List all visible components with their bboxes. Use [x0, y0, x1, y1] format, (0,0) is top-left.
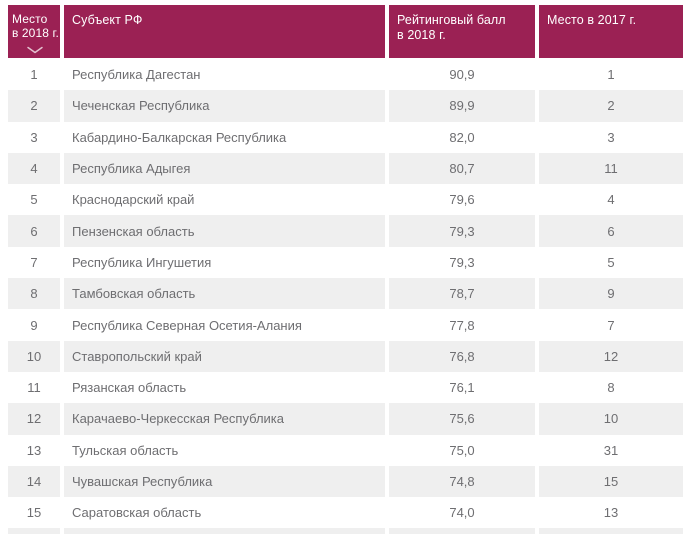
place-2018-cell: 6	[8, 215, 60, 247]
place-2017-cell: 8	[607, 380, 615, 396]
place-2018-cell: 9	[30, 317, 38, 333]
col-header-place-2018-label-line1: Место	[12, 12, 48, 26]
col-header-region: Субъект РФ	[64, 5, 385, 58]
region-cell: Чувашская Республика	[64, 465, 385, 498]
place-2018-cell: 4	[8, 152, 60, 185]
col-header-score-2018: Рейтинговый балл в 2018 г.	[389, 5, 535, 58]
table-row: 9 Республика Северная Осетия-Алания 77,8…	[8, 309, 683, 340]
region-cell: Карачаево-Черкесская Республика	[64, 403, 385, 435]
score-2018-cell: 75,6	[389, 403, 535, 435]
score-2018-cell: 79,3	[389, 215, 535, 247]
table-row: 3 Кабардино-Балкарская Республика 82,0 3	[8, 122, 683, 153]
place-2017-cell: 3	[607, 129, 615, 145]
region-cell	[64, 528, 385, 534]
table-row: 8 Тамбовская область 78,7 9	[8, 278, 683, 310]
col-header-score-2018-label-line2: в 2018 г.	[397, 27, 446, 42]
place-2018-cell: 13	[26, 442, 42, 458]
col-header-score-2018-label-line1: Рейтинговый балл	[397, 13, 506, 27]
table-row: 4 Республика Адыгея 80,7 11	[8, 152, 683, 185]
score-2018-cell: 74,8	[389, 465, 535, 498]
region-cell: Краснодарский край	[72, 192, 195, 208]
score-2018-cell: 82,0	[449, 129, 475, 145]
place-2017-cell: 13	[603, 505, 619, 521]
table-row: 6 Пензенская область 79,3 6	[8, 215, 683, 247]
table-row: 11 Рязанская область 76,1 8	[8, 372, 683, 403]
col-header-place-2018[interactable]: Место в 2018 г.	[8, 5, 60, 58]
place-2018-cell: 11	[27, 380, 41, 396]
place-2018-cell: 1	[30, 67, 38, 83]
table-row: 7 Республика Ингушетия 79,3 5	[8, 247, 683, 278]
place-2017-cell: 15	[539, 465, 683, 498]
region-cell: Пензенская область	[64, 215, 385, 247]
table-row: 10 Ставропольский край 76,8 12	[8, 340, 683, 372]
place-2017-cell: 1	[607, 67, 615, 83]
score-2018-cell: 74,0	[449, 505, 475, 521]
place-2018-cell: 12	[8, 403, 60, 435]
place-2018-cell: 14	[8, 465, 60, 498]
table-header: Место в 2018 г. Субъект РФ Рейтинговый б…	[8, 5, 683, 58]
score-2018-cell: 76,1	[449, 380, 475, 396]
table-row-clipped	[8, 528, 683, 534]
place-2018-cell	[8, 528, 60, 534]
score-2018-cell: 79,6	[449, 192, 475, 208]
place-2018-cell: 3	[30, 129, 38, 145]
place-2017-cell	[539, 528, 683, 534]
region-cell: Чеченская Республика	[64, 90, 385, 122]
region-cell: Кабардино-Балкарская Республика	[72, 129, 287, 145]
region-cell: Ставропольский край	[64, 340, 385, 372]
place-2017-cell: 11	[539, 152, 683, 185]
col-header-place-2018-label-line2: в 2018 г.	[12, 25, 59, 40]
place-2017-cell: 9	[539, 278, 683, 310]
place-2018-cell: 2	[8, 90, 60, 122]
table-row: 15 Саратовская область 74,0 13	[8, 497, 683, 528]
score-2018-cell: 79,3	[449, 254, 475, 270]
place-2018-cell: 10	[8, 340, 60, 372]
region-cell: Тульская область	[72, 442, 179, 458]
place-2018-cell: 7	[30, 254, 38, 270]
region-cell: Тамбовская область	[64, 278, 385, 310]
score-2018-cell: 75,0	[449, 442, 475, 458]
region-cell: Республика Ингушетия	[72, 254, 212, 270]
table-row: 13 Тульская область 75,0 31	[8, 435, 683, 466]
place-2017-cell: 31	[603, 442, 619, 458]
score-2018-cell: 77,8	[449, 317, 475, 333]
chevron-down-icon[interactable]	[27, 46, 43, 54]
region-cell: Республика Адыгея	[64, 152, 385, 185]
place-2018-cell: 8	[8, 278, 60, 310]
table-row: 5 Краснодарский край 79,6 4	[8, 184, 683, 215]
col-header-place-2017: Место в 2017 г.	[539, 5, 683, 58]
score-2018-cell: 89,9	[389, 90, 535, 122]
table-body: 1 Республика Дагестан 90,9 1 2 Чеченская…	[8, 59, 683, 528]
score-2018-cell: 80,7	[389, 152, 535, 185]
table-row: 2 Чеченская Республика 89,9 2	[8, 90, 683, 122]
col-header-region-label: Субъект РФ	[72, 13, 143, 27]
score-2018-cell: 78,7	[389, 278, 535, 310]
place-2017-cell: 12	[539, 340, 683, 372]
table-row: 1 Республика Дагестан 90,9 1	[8, 59, 683, 90]
score-2018-cell	[389, 528, 535, 534]
place-2018-cell: 5	[30, 192, 38, 208]
place-2017-cell: 4	[607, 192, 615, 208]
col-header-place-2017-label: Место в 2017 г.	[547, 13, 637, 27]
score-2018-cell: 76,8	[389, 340, 535, 372]
table-row: 12 Карачаево-Черкесская Республика 75,6 …	[8, 403, 683, 435]
region-cell: Республика Северная Осетия-Алания	[72, 317, 302, 333]
place-2017-cell: 10	[539, 403, 683, 435]
region-cell: Саратовская область	[72, 505, 202, 521]
table-row: 14 Чувашская Республика 74,8 15	[8, 465, 683, 498]
place-2017-cell: 6	[539, 215, 683, 247]
place-2017-cell: 2	[539, 90, 683, 122]
score-2018-cell: 90,9	[449, 67, 475, 83]
place-2017-cell: 5	[607, 254, 615, 270]
region-cell: Республика Дагестан	[72, 67, 201, 83]
place-2018-cell: 15	[26, 505, 42, 521]
place-2017-cell: 7	[607, 317, 615, 333]
region-cell: Рязанская область	[72, 380, 187, 396]
